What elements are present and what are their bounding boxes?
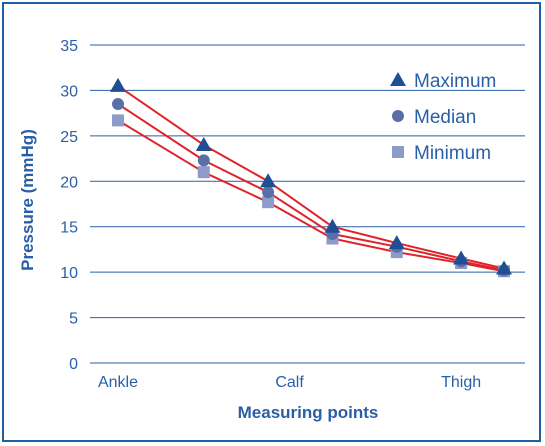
y-tick-label: 10 — [60, 265, 78, 282]
y-tick-label: 15 — [60, 220, 78, 237]
legend-label-minimum: Minimum — [414, 143, 491, 164]
legend-marker-minimum — [392, 146, 404, 158]
data-point-median — [262, 186, 275, 199]
x-axis-title: Measuring points — [238, 403, 379, 422]
data-point-maximum — [324, 218, 341, 233]
legend-label-maximum: Maximum — [414, 71, 496, 92]
y-tick-label: 5 — [69, 311, 78, 328]
y-tick-label: 30 — [60, 83, 78, 100]
y-tick-label: 35 — [60, 38, 78, 55]
series-line-median — [117, 103, 505, 272]
data-point-maximum — [453, 250, 470, 265]
y-tick-label: 25 — [60, 129, 78, 146]
data-point-minimum — [197, 166, 210, 179]
grid-layer — [90, 44, 525, 364]
data-point-minimum — [262, 196, 275, 209]
x-tick-label: Ankle — [98, 374, 138, 391]
data-point-median — [112, 98, 124, 111]
data-point-maximum — [195, 136, 212, 151]
legend: Maximum Median Minimum — [390, 71, 496, 164]
x-tick-label: Calf — [275, 374, 304, 391]
legend-label-median: Median — [414, 107, 476, 128]
data-point-maximum — [388, 235, 405, 250]
x-tick-label: Thigh — [441, 374, 481, 391]
data-point-maximum — [110, 77, 126, 92]
y-tick-labels: 0 5 10 15 20 25 30 35 — [60, 38, 78, 373]
y-tick-label: 0 — [69, 356, 78, 373]
data-point-maximum — [496, 260, 512, 275]
legend-marker-median — [392, 110, 404, 122]
chart-frame — [2, 2, 541, 442]
data-point-median — [197, 154, 210, 167]
legend-marker-maximum — [390, 72, 406, 86]
y-tick-label: 20 — [60, 174, 78, 191]
x-tick-labels: Ankle Calf Thigh — [98, 374, 481, 391]
data-point-maximum — [260, 173, 277, 188]
series-layer — [110, 77, 512, 278]
y-axis-title: Pressure (mmHg) — [18, 129, 37, 271]
data-point-minimum — [112, 114, 124, 127]
